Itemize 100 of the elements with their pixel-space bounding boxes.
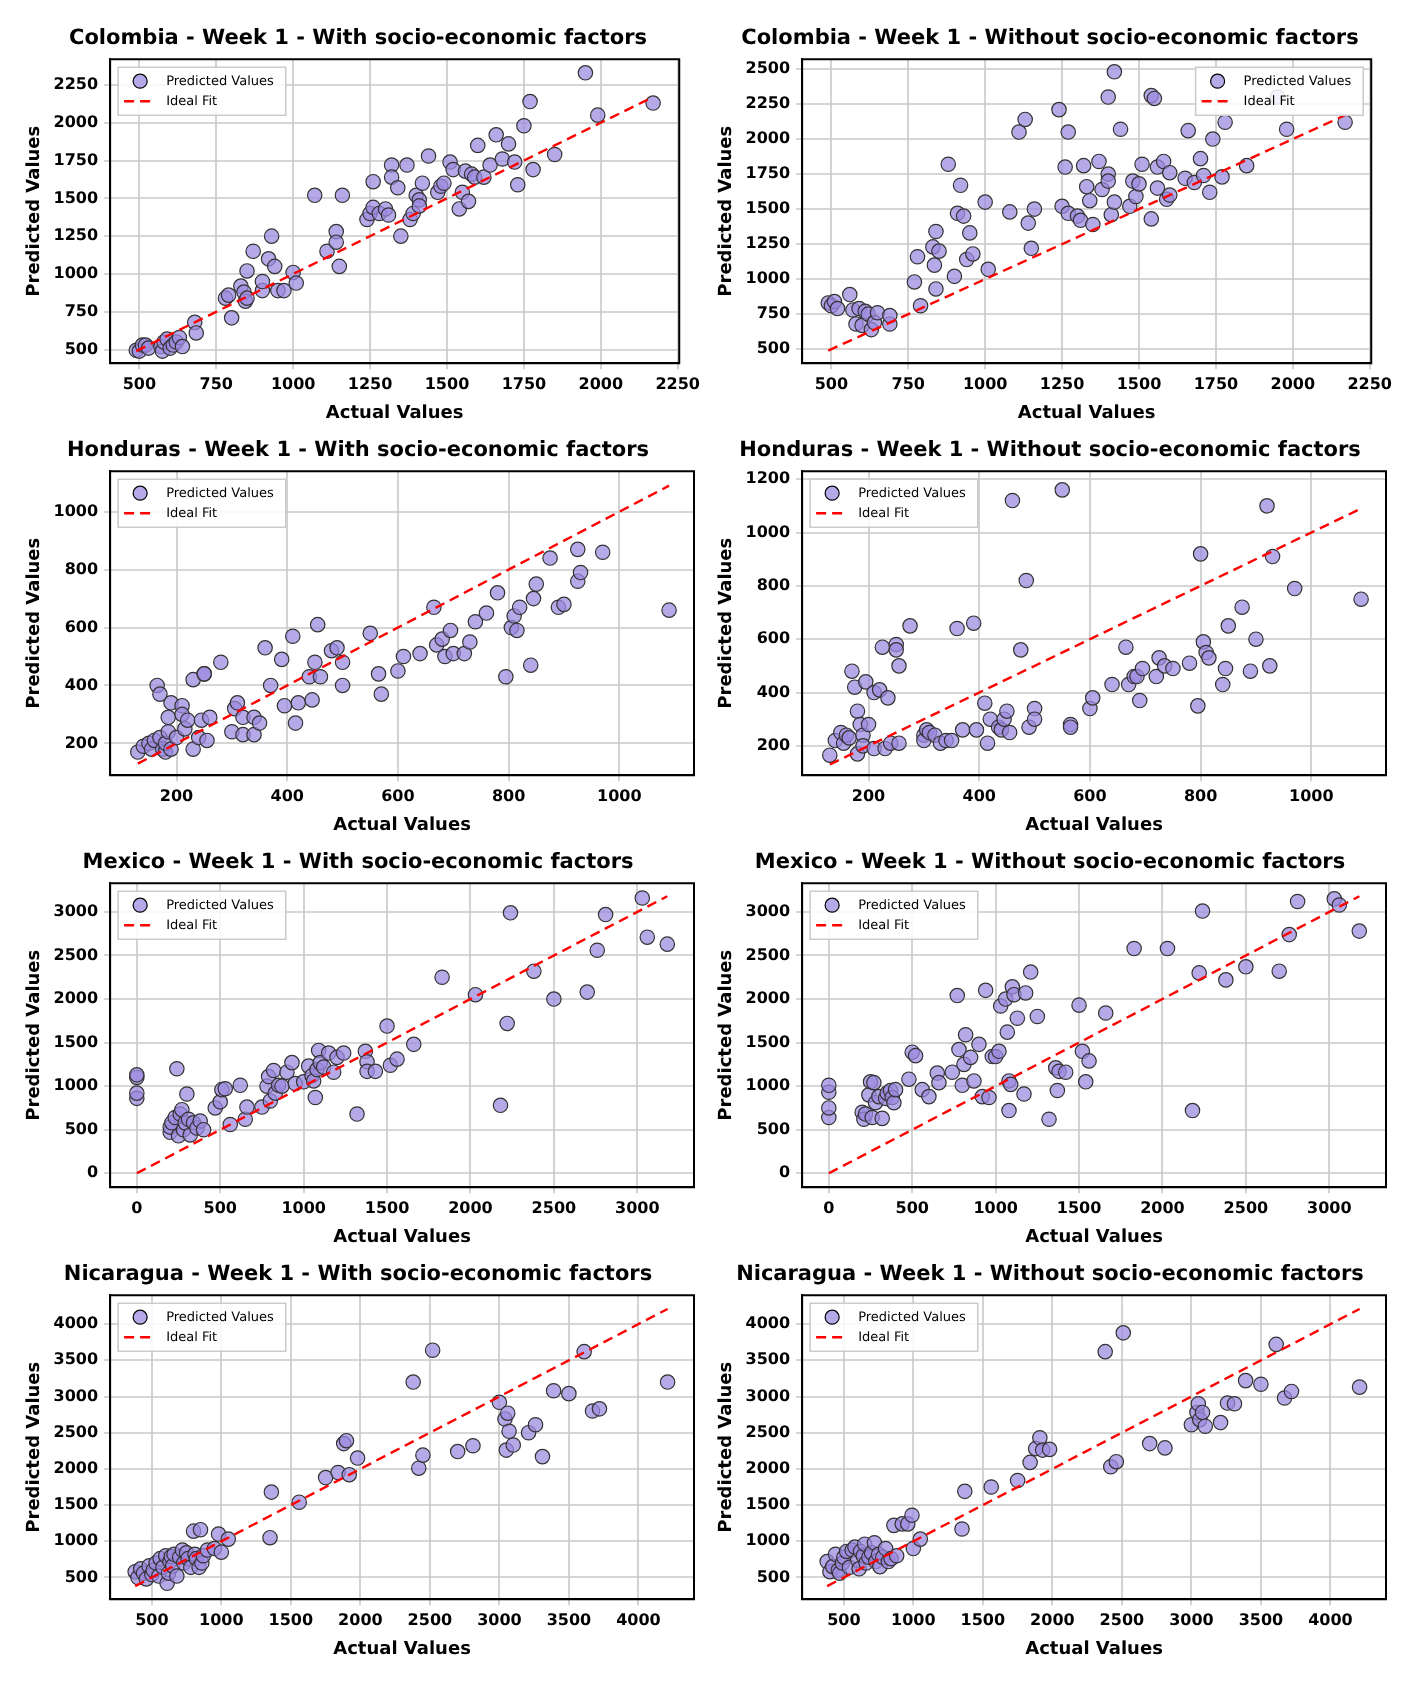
y-tick-label: 2000 bbox=[53, 989, 99, 1008]
x-tick-label: 2000 bbox=[1140, 1198, 1186, 1217]
y-tick-label: 2250 bbox=[53, 75, 99, 94]
y-tick-label: 1750 bbox=[745, 164, 791, 183]
chart-title: Colombia - Week 1 - Without socio-economic factors bbox=[741, 26, 1359, 51]
y-tick-label: 1500 bbox=[53, 1495, 99, 1514]
y-tick-label: 1500 bbox=[745, 1032, 791, 1051]
y-axis-title: Predicted Values bbox=[25, 949, 46, 1121]
x-axis-title: Actual Values bbox=[1025, 815, 1163, 836]
y-tick-label: 1000 bbox=[745, 1076, 791, 1095]
y-axis-title: Predicted Values bbox=[25, 537, 46, 709]
x-axis-title: Actual Values bbox=[1025, 1639, 1163, 1660]
y-tick-label: 3500 bbox=[53, 1350, 99, 1369]
y-tick-label: 2000 bbox=[745, 129, 791, 148]
y-tick-label: 2000 bbox=[53, 112, 99, 131]
x-tick-label: 2250 bbox=[655, 374, 701, 393]
x-tick-label: 1250 bbox=[347, 374, 394, 393]
x-tick-label: 3500 bbox=[546, 1610, 593, 1629]
x-tick-label: 600 bbox=[1073, 786, 1108, 805]
x-tick-label: 1500 bbox=[364, 1198, 411, 1217]
x-tick-label: 4000 bbox=[616, 1610, 662, 1629]
y-tick-label: 2500 bbox=[745, 59, 791, 78]
x-tick-label: 1000 bbox=[270, 374, 317, 393]
x-tick-label: 2500 bbox=[1099, 1610, 1145, 1629]
x-tick-label: 3000 bbox=[615, 1198, 661, 1217]
y-tick-label: 2500 bbox=[53, 1422, 99, 1441]
y-tick-label: 1500 bbox=[53, 1032, 99, 1051]
x-tick-label: 1750 bbox=[501, 374, 548, 393]
x-tick-label: 400 bbox=[270, 786, 305, 805]
y-tick-label: 3000 bbox=[53, 1386, 99, 1405]
x-tick-label: 1000 bbox=[597, 786, 643, 805]
y-axis-title: Predicted Values bbox=[717, 1361, 738, 1533]
y-tick-label: 750 bbox=[64, 301, 99, 320]
x-tick-label: 1000 bbox=[1289, 786, 1335, 805]
y-tick-label: 3000 bbox=[53, 902, 99, 921]
x-tick-label: 800 bbox=[491, 786, 527, 805]
y-tick-label: 200 bbox=[756, 736, 791, 755]
x-tick-label: 800 bbox=[1183, 786, 1219, 805]
x-axis-title: Actual Values bbox=[333, 1227, 471, 1248]
chart-title: Honduras - Week 1 - Without socio-economic factors bbox=[739, 438, 1361, 463]
y-tick-label: 4000 bbox=[53, 1314, 99, 1333]
x-tick-label: 0 bbox=[131, 1198, 144, 1217]
y-tick-label: 500 bbox=[756, 339, 791, 358]
y-tick-label: 2500 bbox=[745, 945, 791, 964]
chart-title: Nicaragua - Week 1 - With socio-economic factors bbox=[63, 1262, 653, 1287]
y-tick-label: 0 bbox=[778, 1163, 791, 1182]
y-tick-label: 500 bbox=[64, 1567, 99, 1586]
y-tick-label: 2500 bbox=[53, 945, 99, 964]
y-tick-label: 1000 bbox=[745, 1531, 791, 1550]
x-tick-label: 2000 bbox=[1030, 1610, 1076, 1629]
x-tick-label: 1500 bbox=[268, 1610, 314, 1629]
x-tick-label: 2000 bbox=[338, 1610, 384, 1629]
x-tick-label: 400 bbox=[962, 786, 997, 805]
y-tick-label: 1500 bbox=[745, 1495, 791, 1514]
x-tick-label: 2000 bbox=[448, 1198, 494, 1217]
x-tick-label: 1000 bbox=[962, 374, 1009, 393]
y-tick-label: 500 bbox=[64, 339, 99, 358]
y-tick-label: 600 bbox=[64, 617, 99, 636]
x-tick-label: 1500 bbox=[424, 374, 471, 393]
y-tick-label: 800 bbox=[756, 576, 791, 595]
y-tick-label: 1250 bbox=[53, 226, 99, 245]
y-tick-label: 500 bbox=[756, 1119, 791, 1138]
y-tick-label: 2250 bbox=[745, 94, 791, 113]
y-tick-label: 1000 bbox=[53, 1531, 99, 1550]
x-tick-label: 1250 bbox=[1039, 374, 1086, 393]
x-tick-label: 500 bbox=[814, 374, 849, 393]
x-tick-label: 1750 bbox=[1193, 374, 1240, 393]
y-tick-label: 2000 bbox=[53, 1459, 99, 1478]
x-tick-label: 4000 bbox=[1308, 1610, 1354, 1629]
x-tick-label: 600 bbox=[381, 786, 416, 805]
x-axis-title: Actual Values bbox=[333, 815, 471, 836]
y-tick-label: 1000 bbox=[53, 1076, 99, 1095]
y-tick-label: 200 bbox=[64, 733, 99, 752]
y-tick-label: 500 bbox=[756, 1567, 791, 1586]
x-tick-label: 750 bbox=[891, 374, 926, 393]
x-axis-title: Actual Values bbox=[1025, 1227, 1163, 1248]
y-tick-label: 1000 bbox=[53, 501, 99, 520]
x-tick-label: 2500 bbox=[531, 1198, 577, 1217]
x-tick-label: 500 bbox=[895, 1198, 930, 1217]
chart-title: Mexico - Week 1 - Without socio-economic factors bbox=[754, 850, 1346, 875]
x-tick-label: 3500 bbox=[1238, 1610, 1285, 1629]
y-tick-label: 1000 bbox=[745, 269, 791, 288]
x-tick-label: 200 bbox=[851, 786, 887, 805]
x-tick-label: 1500 bbox=[1116, 374, 1163, 393]
x-tick-label: 3000 bbox=[1169, 1610, 1215, 1629]
x-tick-label: 1500 bbox=[1056, 1198, 1103, 1217]
chart-title: Mexico - Week 1 - With socio-economic factors bbox=[82, 850, 634, 875]
y-tick-label: 1200 bbox=[745, 469, 791, 488]
x-tick-label: 1000 bbox=[973, 1198, 1019, 1217]
x-axis-title: Actual Values bbox=[1017, 403, 1156, 424]
y-axis-title: Predicted Values bbox=[25, 125, 46, 297]
x-tick-label: 500 bbox=[203, 1198, 238, 1217]
x-tick-label: 2000 bbox=[1270, 374, 1316, 393]
x-tick-label: 500 bbox=[122, 374, 157, 393]
y-tick-label: 1250 bbox=[745, 234, 791, 253]
x-tick-label: 750 bbox=[199, 374, 234, 393]
chart-title: Honduras - Week 1 - With socio-economic factors bbox=[66, 438, 650, 463]
chart-title: Nicaragua - Week 1 - Without socio-economic factors bbox=[736, 1262, 1364, 1287]
y-axis-title: Predicted Values bbox=[717, 949, 738, 1121]
y-tick-label: 3000 bbox=[745, 902, 791, 921]
